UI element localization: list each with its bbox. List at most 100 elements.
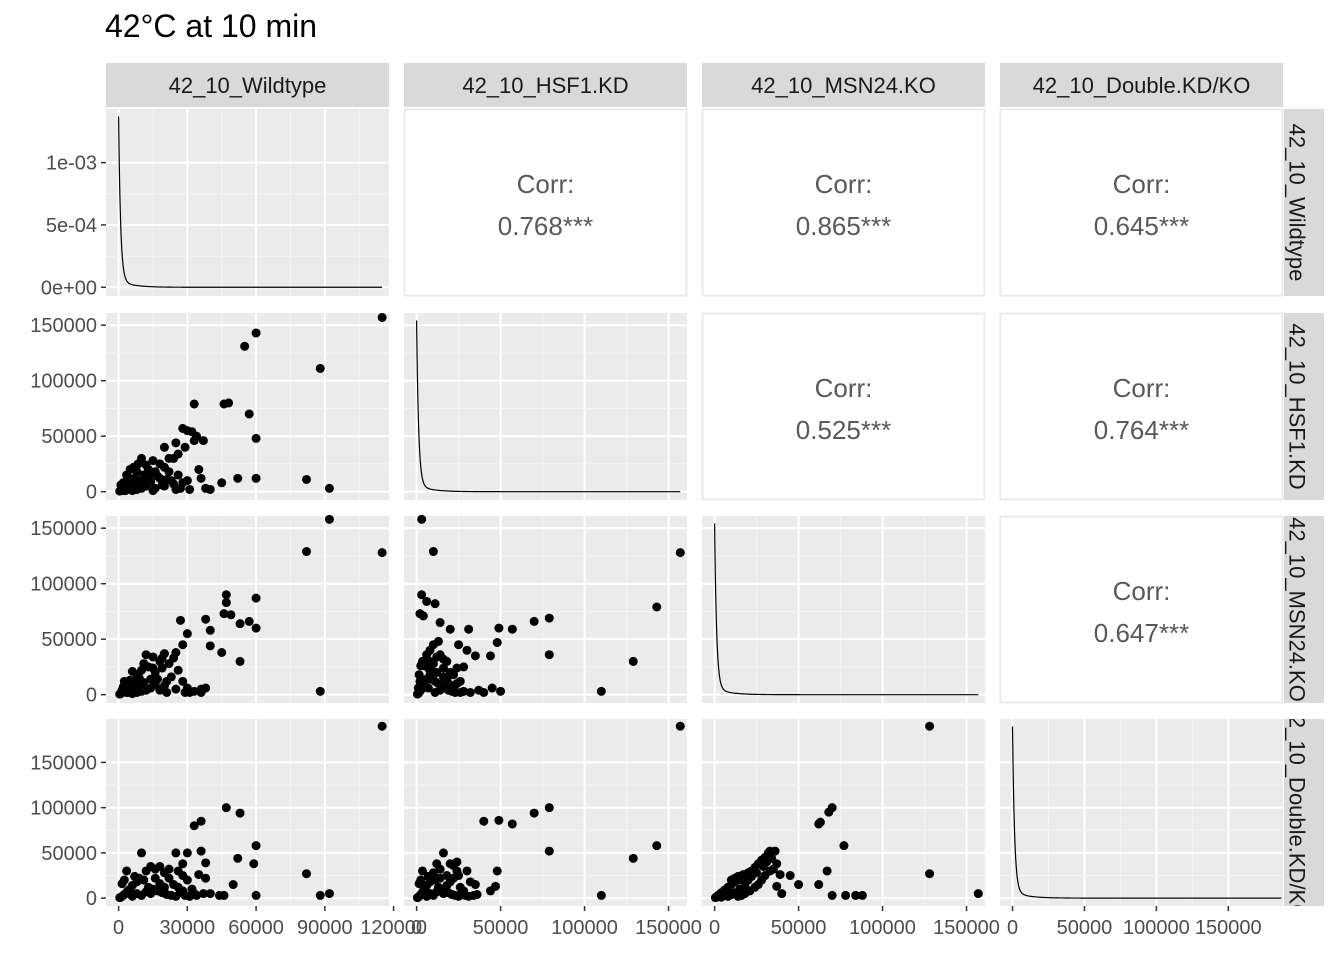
x-tick-label: 100000 bbox=[849, 917, 916, 939]
scatter-point bbox=[153, 471, 163, 481]
scatter-point bbox=[178, 640, 188, 650]
y-tick-label: 50000 bbox=[41, 629, 97, 651]
scatter-point bbox=[130, 871, 140, 881]
scatter-point bbox=[496, 686, 506, 696]
scatter-point bbox=[302, 869, 312, 879]
scatter-point bbox=[162, 676, 172, 686]
y-tick-label: 150000 bbox=[30, 315, 97, 337]
y-tick-label: 50000 bbox=[41, 843, 97, 865]
density-panel bbox=[106, 109, 389, 296]
scatter-point bbox=[472, 890, 482, 900]
scatter-point bbox=[822, 866, 832, 876]
scatter-point bbox=[251, 841, 261, 851]
scatter-point bbox=[413, 683, 423, 693]
density-curve bbox=[714, 523, 979, 696]
scatter-point bbox=[196, 846, 206, 856]
scatter-point bbox=[544, 650, 554, 660]
scatter-point bbox=[194, 870, 204, 880]
scatter-point bbox=[164, 864, 174, 874]
strip-right-42-10-wildtype bbox=[1284, 109, 1324, 296]
scatter-point bbox=[226, 610, 236, 620]
x-tick-label: 100000 bbox=[1123, 917, 1190, 939]
scatter-point bbox=[146, 469, 156, 479]
scatter-point bbox=[189, 436, 199, 446]
scatter-point bbox=[192, 890, 202, 900]
scatter-point bbox=[251, 328, 261, 338]
scatter-point bbox=[417, 590, 427, 600]
scatter-point bbox=[153, 674, 163, 684]
strip-top-label: 42_10_Wildtype bbox=[169, 73, 327, 98]
scatter-point bbox=[470, 651, 480, 661]
corr-panel bbox=[701, 312, 986, 501]
strip-right-42-10-double-kd-ko bbox=[1284, 719, 1324, 906]
scatter-point bbox=[422, 891, 432, 901]
y-tick-label: 150000 bbox=[30, 752, 97, 774]
scatter-point bbox=[127, 666, 137, 676]
scatter-point bbox=[169, 653, 179, 663]
corr-value: 0.525*** bbox=[796, 415, 891, 445]
scatter-point bbox=[465, 687, 475, 697]
scatter-point bbox=[487, 683, 497, 693]
y-tick-label: 150000 bbox=[30, 518, 97, 540]
scatter-point bbox=[249, 859, 259, 869]
scatter-point bbox=[171, 684, 181, 694]
scatter-point bbox=[377, 548, 387, 558]
y-tick-label: 100000 bbox=[30, 371, 97, 393]
scatter-point bbox=[507, 624, 517, 634]
scatter-point bbox=[738, 870, 748, 880]
x-tick-label: 90000 bbox=[297, 917, 353, 939]
scatter-point bbox=[251, 433, 261, 443]
scatter-point bbox=[182, 426, 192, 436]
strip-top-42-10-hsf1-kd bbox=[404, 63, 687, 107]
scatter-point bbox=[416, 875, 426, 885]
scatter-point bbox=[465, 877, 475, 887]
scatter-point bbox=[435, 685, 445, 695]
scatter-point bbox=[164, 873, 174, 883]
strip-top-label: 42_10_MSN24.KO bbox=[751, 73, 936, 98]
corr-panel bbox=[999, 312, 1284, 501]
scatter-point bbox=[324, 514, 334, 524]
scatter-point bbox=[377, 312, 387, 322]
scatter-point bbox=[445, 667, 455, 677]
corr-value: 0.645*** bbox=[1094, 211, 1189, 241]
scatter-point bbox=[169, 479, 179, 489]
scatter-point bbox=[214, 890, 224, 900]
scatter-point bbox=[827, 890, 837, 900]
scatter-point bbox=[122, 470, 132, 480]
scatter-point bbox=[412, 893, 422, 903]
scatter-point bbox=[851, 890, 861, 900]
scatter-point bbox=[141, 650, 151, 660]
strip-right-42-10-hsf1-kd bbox=[1284, 313, 1324, 500]
scatter-point bbox=[432, 652, 442, 662]
x-tick-label: 0 bbox=[113, 917, 124, 939]
scatter-point bbox=[442, 880, 452, 890]
scatter-point bbox=[221, 590, 231, 600]
scatter-point bbox=[122, 866, 132, 876]
scatter-point bbox=[127, 891, 137, 901]
x-tick-label: 30000 bbox=[160, 917, 216, 939]
corr-label: Corr: bbox=[1113, 373, 1171, 403]
scatter-point bbox=[814, 819, 824, 829]
scatter-point bbox=[839, 841, 849, 851]
density-panel bbox=[1000, 719, 1283, 906]
scatter-point bbox=[133, 459, 143, 469]
scatter-point bbox=[198, 436, 208, 446]
scatter-point bbox=[139, 659, 149, 669]
scatter-point bbox=[251, 473, 261, 483]
scatter-point bbox=[221, 598, 231, 608]
x-tick-label: 50000 bbox=[1057, 917, 1113, 939]
scatter-panel bbox=[106, 719, 389, 906]
x-tick-label: 150000 bbox=[1195, 917, 1262, 939]
y-tick-label: 0 bbox=[86, 888, 97, 910]
corr-label: Corr: bbox=[1113, 576, 1171, 606]
scatter-point bbox=[377, 721, 387, 731]
corr-panel bbox=[403, 108, 688, 297]
scatter-point bbox=[430, 599, 440, 609]
scatter-point bbox=[494, 815, 504, 825]
x-tick-label: 50000 bbox=[771, 917, 827, 939]
scatter-point bbox=[752, 868, 762, 878]
scatter-point bbox=[148, 652, 158, 662]
scatter-point bbox=[159, 882, 169, 892]
scatter-point bbox=[716, 892, 726, 902]
scatter-point bbox=[422, 650, 432, 660]
